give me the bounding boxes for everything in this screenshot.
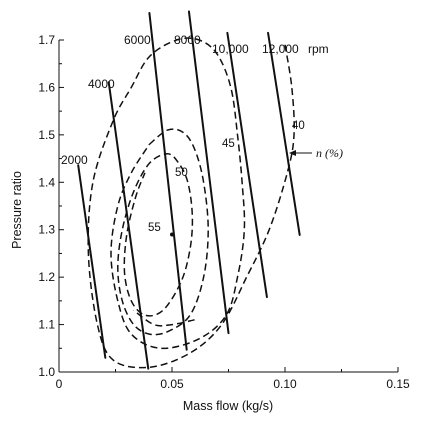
speed-line-6000: [148, 11, 188, 351]
efficiency-callout-arrowhead: [289, 150, 296, 156]
x-axis-title: Mass flow (kg/s): [183, 399, 273, 413]
x-tick-label: 0.15: [386, 377, 410, 391]
peak-efficiency-dot: [170, 232, 174, 237]
y-tick-label: 1.5: [38, 128, 55, 142]
speed-lines: [77, 10, 301, 370]
speed-unit-label: rpm: [308, 42, 329, 56]
speed-label-10000: 10,000: [212, 42, 249, 56]
efficiency-contours: [87, 37, 295, 369]
efficiency-label-45: 45: [222, 138, 235, 150]
efficiency-label-40: 40: [292, 120, 305, 132]
x-tick-label: 0.10: [273, 377, 297, 391]
speed-label-6000: 6000: [124, 33, 151, 47]
x-tick-label: 0: [56, 377, 63, 391]
y-tick-label: 1.7: [38, 33, 55, 47]
y-tick-label: 1.0: [38, 365, 55, 379]
axes: 1.0 1.1 1.2 1.3 1.4 1.5 1.6 1.7 0 0.05 0.10 0.15: [38, 33, 410, 391]
y-tick-label: 1.4: [38, 175, 55, 189]
speed-line-10000: [226, 31, 268, 299]
speed-label-8000: 8000: [174, 33, 201, 47]
y-tick-label: 1.3: [38, 223, 55, 237]
efficiency-label-55: 55: [148, 222, 161, 234]
speed-label-4000: 4000: [88, 77, 115, 91]
y-tick-label: 1.2: [38, 270, 55, 284]
efficiency-label-50: 50: [175, 167, 188, 179]
y-tick-label: 1.6: [38, 80, 55, 94]
y-axis-title: Pressure ratio: [10, 171, 24, 249]
y-tick-label: 1.1: [38, 318, 55, 332]
speed-line-2000: [77, 164, 107, 359]
x-tick-label: 0.05: [160, 377, 184, 391]
speed-line-4000: [107, 81, 150, 370]
speed-label-12000: 12,000: [262, 42, 299, 56]
speed-line-12000: [267, 31, 301, 236]
speed-label-2000: 2000: [61, 153, 88, 167]
speed-line-8000: [187, 10, 230, 335]
efficiency-contour-40: [87, 37, 295, 369]
efficiency-callout-label: n (%): [316, 146, 343, 160]
efficiency-contour-45: [117, 128, 209, 336]
